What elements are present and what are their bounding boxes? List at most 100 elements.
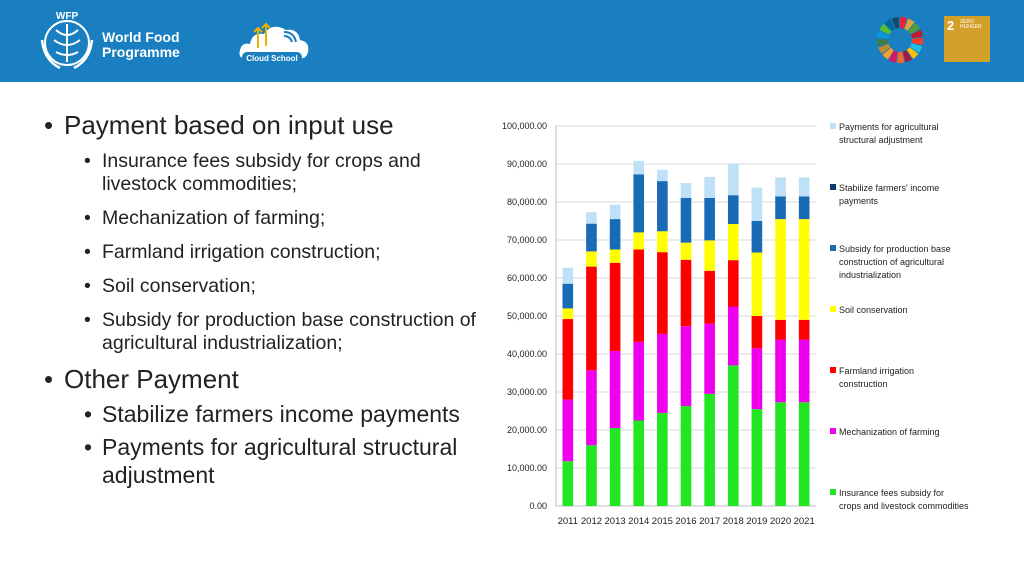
sdg-wheel-segment — [911, 37, 923, 46]
sdg-wheel-segment — [884, 19, 896, 32]
bar-segment — [775, 196, 786, 220]
y-tick-label: 90,000.00 — [507, 159, 547, 169]
x-tick-label: 2017 — [699, 516, 720, 527]
bar-segment — [562, 308, 574, 320]
bar-segment — [798, 339, 810, 403]
x-tick-label: 2019 — [746, 516, 767, 527]
cloud-school-logo: Cloud School — [239, 22, 309, 63]
legend-swatch — [830, 489, 836, 495]
sdg-wheel-segment — [908, 23, 920, 35]
sdg-wheel-segment — [888, 50, 898, 63]
bar-segment — [727, 306, 739, 366]
bar-segment — [657, 169, 668, 182]
bar-segment — [751, 187, 763, 221]
bar-segment — [798, 219, 810, 320]
bar-segment — [609, 262, 621, 351]
legend-swatch — [830, 428, 836, 434]
y-tick-label: 30,000.00 — [507, 387, 547, 397]
y-tick-label: 80,000.00 — [507, 197, 547, 207]
bar-segment — [680, 183, 692, 198]
legend-label: Soil conservation — [839, 305, 908, 315]
cloud-school-label: Cloud School — [246, 54, 298, 63]
bar-segment — [798, 177, 810, 197]
sub-bullet: Insurance fees subsidy for crops and liv… — [44, 150, 484, 196]
sdg-goal-badge: 2 ZERO HUNGER — [944, 16, 990, 62]
stacked-bar-chart: 0.00 10,000.00 20,000.00 30,000.00 40,000.00… — [502, 121, 969, 527]
sdg-wheel-segment — [891, 17, 900, 29]
bar-segment — [704, 176, 715, 198]
bar-segment — [586, 223, 597, 252]
bar-segment — [586, 266, 597, 371]
bar-segment — [680, 259, 692, 327]
bar-segment — [798, 319, 810, 340]
sub-bullet: Stabilize farmers income payments — [44, 400, 484, 428]
sub-bullet: Payments for agricultural structural adj… — [44, 433, 484, 489]
legend-swatch — [830, 184, 836, 190]
bar-segment — [751, 348, 763, 410]
bar-segment — [633, 341, 645, 421]
x-tick-label: 2012 — [581, 516, 602, 527]
sdg-wheel-segment — [902, 50, 913, 63]
bar-segment — [798, 402, 810, 506]
bar-segment — [633, 420, 645, 506]
legend-swatch — [830, 367, 836, 373]
bar-segment — [751, 252, 763, 316]
x-tick-label: 2014 — [628, 516, 649, 527]
x-tick-label: 2020 — [770, 516, 791, 527]
sub-bullet: Farmland irrigation construction; — [44, 241, 484, 264]
bar-segment — [680, 406, 692, 506]
org-name-line2: Programme — [102, 44, 180, 60]
bar-segment — [775, 402, 786, 506]
sdg-wheel-segment — [877, 39, 889, 47]
bar-segment — [657, 231, 668, 253]
sdg-wheel-segment — [906, 47, 919, 59]
bar-segment — [727, 260, 739, 307]
bar-segment — [727, 163, 739, 196]
legend-swatch — [830, 245, 836, 251]
bar-segment — [751, 221, 763, 253]
y-tick-label: 40,000.00 — [507, 349, 547, 359]
sdg-wheel-segment — [877, 30, 889, 39]
bar-segment — [727, 365, 739, 506]
sdg-wheel-segment — [897, 51, 905, 64]
wfp-emblem-icon: WFP — [40, 11, 94, 70]
sdg-wheel-segment — [910, 29, 923, 39]
bar-segment — [775, 177, 786, 197]
bar-segment — [775, 319, 786, 340]
bar-segment — [751, 409, 763, 506]
sdg-goal-text: ZERO HUNGER — [960, 19, 982, 30]
x-tick-label: 2013 — [605, 516, 626, 527]
bar-segment — [633, 232, 645, 250]
org-name-line1: World Food — [102, 29, 180, 45]
x-tick-label: 2018 — [723, 516, 744, 527]
bar-segment — [633, 160, 645, 175]
bar-segment — [704, 270, 715, 324]
bar-segment — [562, 319, 574, 400]
x-tick-label: 2011 — [558, 516, 578, 527]
x-tick-label: 2015 — [652, 516, 673, 527]
y-tick-label: 10,000.00 — [507, 463, 547, 473]
legend-label: Insurance fees subsidy for crops and live… — [839, 488, 969, 511]
y-tick-label: 50,000.00 — [507, 311, 547, 321]
x-tick-label: 2016 — [675, 516, 696, 527]
bar-segment — [657, 181, 668, 232]
bar-segment — [775, 339, 786, 403]
y-tick-label: 20,000.00 — [507, 425, 547, 435]
bar-segment — [633, 249, 645, 342]
bar-segment — [586, 445, 597, 506]
bar-segment — [704, 197, 715, 241]
sdg-wheel-segment — [900, 17, 908, 29]
bar-segment — [633, 174, 645, 233]
sdg-wheel-segment — [909, 43, 923, 53]
bar-segment — [775, 219, 786, 320]
bar-segment — [609, 204, 621, 220]
sdg-wheel-segment — [879, 23, 892, 35]
wfp-mark: WFP — [56, 11, 79, 22]
bar-segment — [680, 326, 692, 407]
sdg-wheel-segment — [882, 47, 894, 60]
bar-segment — [562, 461, 574, 506]
bar-segment — [680, 197, 692, 243]
bar-segment — [609, 219, 621, 250]
bar-segment — [562, 267, 574, 284]
bullet-other-payment: Other Payment — [44, 364, 484, 394]
